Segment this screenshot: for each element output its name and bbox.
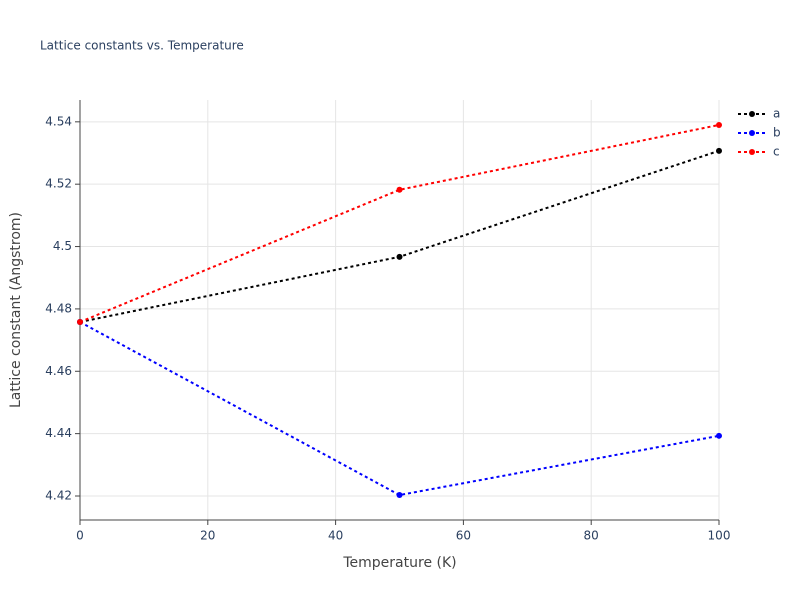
legend-label: a: [773, 107, 780, 121]
legend-label: c: [773, 145, 780, 159]
data-point: [716, 121, 722, 128]
data-point: [716, 432, 722, 439]
x-tick-label: 60: [456, 529, 471, 543]
chart-title: Lattice constants vs. Temperature: [40, 39, 244, 53]
y-tick-label: 4.5: [53, 239, 72, 253]
y-tick-label: 4.48: [45, 301, 72, 315]
y-tick-label: 4.42: [45, 488, 72, 502]
data-point: [396, 492, 403, 499]
legend-label: b: [773, 126, 781, 140]
y-tick-label: 4.54: [45, 114, 72, 128]
series-line: [79, 321, 720, 497]
data-point: [396, 253, 403, 260]
legend-marker: [749, 111, 755, 117]
legend-marker: [749, 130, 755, 136]
x-tick-label: 0: [76, 529, 84, 543]
x-tick-label: 20: [200, 529, 215, 543]
x-axis-title: Temperature (K): [342, 555, 456, 571]
y-tick-label: 4.46: [45, 364, 72, 378]
series-line: [79, 149, 720, 323]
data-point: [396, 186, 403, 193]
legend-marker: [749, 149, 755, 155]
x-tick-label: 100: [708, 529, 731, 543]
y-axis-title: Lattice constant (Angstrom): [8, 212, 24, 408]
data-point: [77, 319, 83, 326]
x-tick-label: 40: [328, 529, 343, 543]
y-tick-label: 4.44: [45, 426, 72, 440]
series-line: [79, 123, 720, 323]
data-point: [716, 147, 722, 154]
x-tick-label: 80: [584, 529, 599, 543]
y-tick-label: 4.52: [45, 177, 72, 191]
